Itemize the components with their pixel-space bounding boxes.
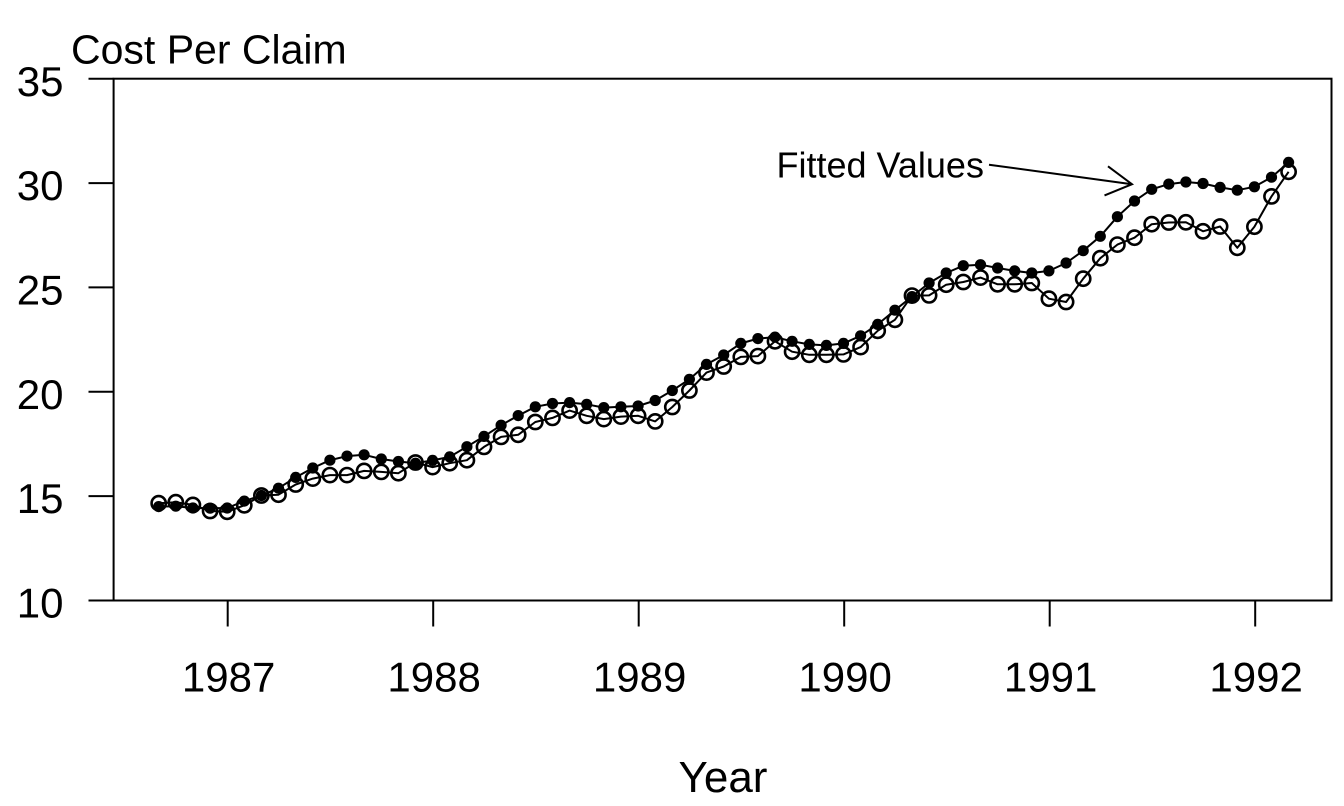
svg-text:Fitted Values: Fitted Values <box>777 145 984 186</box>
svg-text:1988: 1988 <box>387 654 480 701</box>
svg-text:1992: 1992 <box>1209 654 1302 701</box>
svg-text:35: 35 <box>17 58 64 105</box>
svg-text:1987: 1987 <box>182 654 275 701</box>
svg-text:1989: 1989 <box>593 654 686 701</box>
svg-text:25: 25 <box>17 267 64 314</box>
svg-text:Cost Per Claim: Cost Per Claim <box>71 27 347 73</box>
svg-text:1991: 1991 <box>1004 654 1097 701</box>
svg-text:1990: 1990 <box>798 654 891 701</box>
svg-text:10: 10 <box>17 580 64 627</box>
svg-text:Year: Year <box>679 753 768 802</box>
svg-text:30: 30 <box>17 162 64 209</box>
svg-text:15: 15 <box>17 475 64 522</box>
svg-text:20: 20 <box>17 371 64 418</box>
